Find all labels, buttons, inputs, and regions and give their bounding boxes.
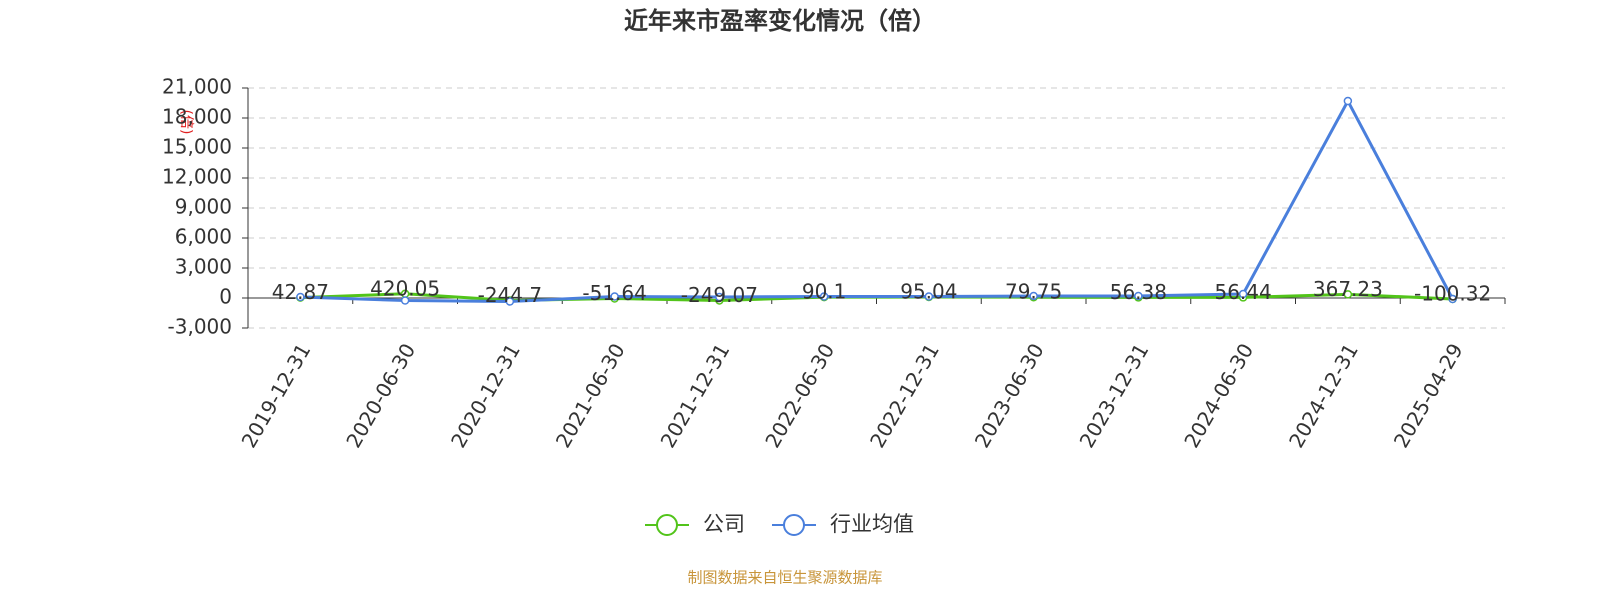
y-axis-label: (倍) — [178, 110, 194, 135]
x-tick-label: 2024-06-30 — [1179, 339, 1258, 452]
legend-label: 行业均值 — [830, 512, 914, 536]
x-tick-label: 2025-04-29 — [1389, 339, 1468, 452]
x-tick-label: 2024-12-31 — [1284, 339, 1363, 452]
source-note: 制图数据来自恒生聚源数据库 — [687, 569, 882, 587]
data-label: 56.38 — [1110, 280, 1167, 304]
series-line — [300, 97, 1454, 304]
data-label: -244.7 — [478, 283, 542, 307]
y-tick-label: 12,000 — [162, 165, 232, 189]
x-tick-label: 2021-12-31 — [656, 339, 735, 452]
chart-title: 近年来市盈率变化情况（倍） — [624, 7, 936, 35]
x-tick-label: 2020-06-30 — [341, 339, 420, 452]
y-tick-label: 9,000 — [175, 195, 232, 219]
data-point — [400, 296, 410, 305]
data-point — [924, 292, 934, 301]
legend-label: 公司 — [703, 512, 745, 536]
data-point — [1343, 96, 1353, 106]
y-tick-label: 18,000 — [162, 105, 232, 129]
x-tick-label: 2023-12-31 — [1075, 339, 1154, 452]
x-tick-label: 2022-12-31 — [865, 339, 944, 452]
data-label: 367.23 — [1313, 277, 1383, 301]
x-tick-label: 2022-06-30 — [760, 339, 839, 452]
y-tick-label: 15,000 — [162, 135, 232, 159]
data-point — [1448, 294, 1457, 304]
y-tick-label: 6,000 — [175, 225, 232, 249]
data-label: 90.1 — [802, 280, 847, 304]
data-point — [610, 292, 619, 301]
data-label: 56.44 — [1214, 280, 1271, 304]
legend-marker — [783, 514, 805, 536]
x-tick-label: 2023-06-30 — [970, 339, 1049, 452]
data-label: -100.32 — [1414, 282, 1491, 306]
y-tick-label: -3,000 — [168, 315, 232, 339]
x-tick-label: 2019-12-31 — [237, 339, 316, 452]
data-point — [715, 292, 724, 302]
data-point — [296, 292, 305, 302]
y-tick-label: 21,000 — [162, 75, 232, 99]
x-tick-label: 2020-12-31 — [446, 339, 525, 452]
data-point — [819, 292, 829, 301]
data-label: 95.04 — [900, 280, 957, 304]
y-tick-label: 3,000 — [175, 255, 232, 279]
data-label: -249.07 — [681, 283, 758, 307]
x-tick-label: 2021-06-30 — [551, 339, 630, 452]
data-label: 420.05 — [370, 276, 440, 300]
data-point — [1029, 291, 1038, 301]
data-label: 79.75 — [1005, 280, 1062, 304]
legend-marker — [656, 514, 678, 536]
data-label: -51.64 — [582, 281, 646, 305]
data-point — [1238, 289, 1248, 299]
data-point — [1343, 290, 1353, 299]
y-tick-label: 0 — [219, 285, 232, 309]
data-point — [505, 297, 515, 306]
data-label: 42.87 — [272, 280, 329, 304]
data-point — [1134, 291, 1143, 301]
